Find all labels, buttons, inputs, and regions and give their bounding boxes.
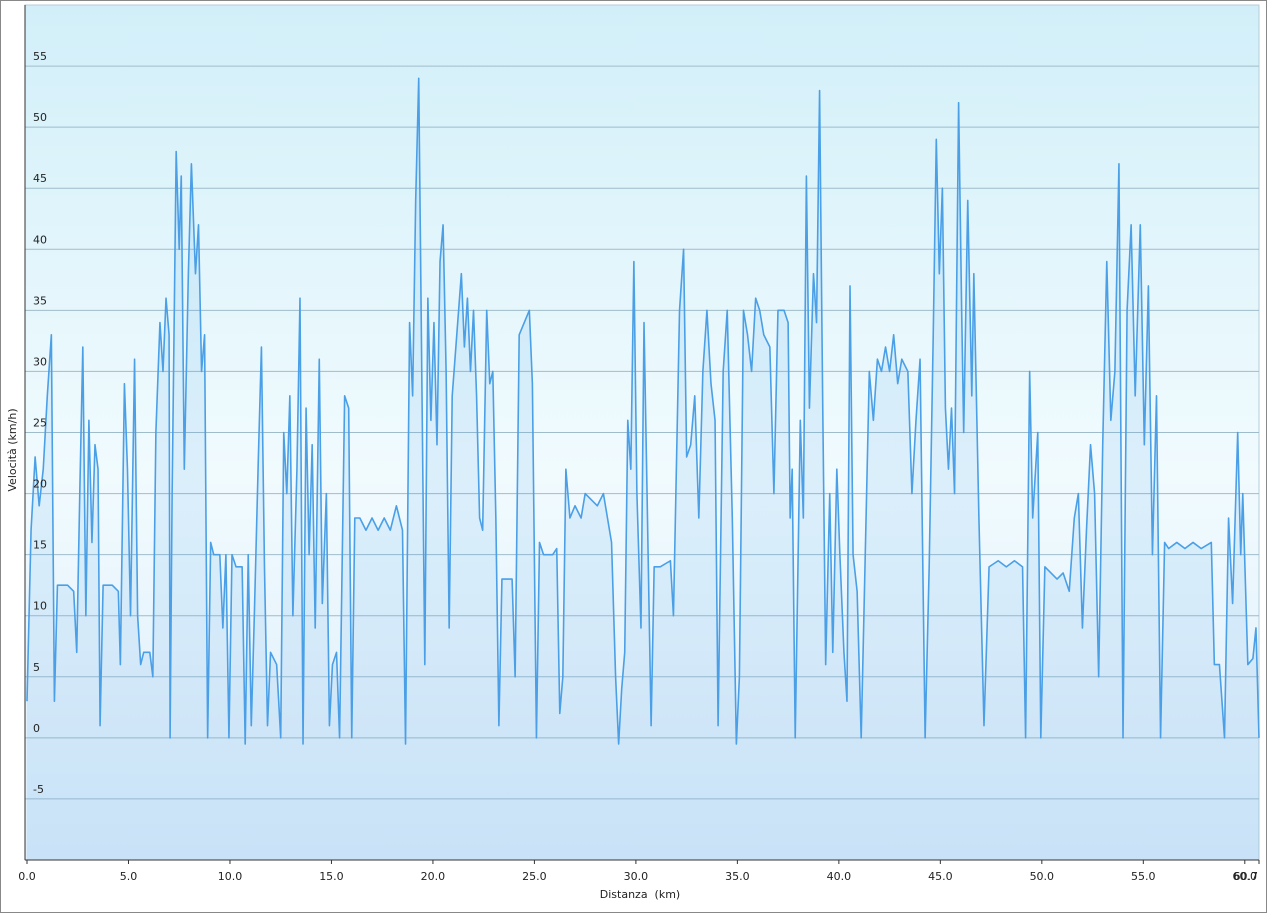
x-axis-title: Distanza (km)	[600, 888, 680, 901]
y-tick-label: 30	[33, 355, 47, 368]
y-tick-label: 40	[33, 233, 47, 246]
y-tick-label: 35	[33, 294, 47, 307]
x-tick-label: 60.0	[1233, 870, 1258, 883]
x-tick-label: 60.7	[1234, 870, 1259, 883]
x-tick-label: 50.0	[1030, 870, 1055, 883]
x-tick-label: 0.0	[18, 870, 36, 883]
y-tick-label: 0	[33, 722, 40, 735]
x-tick-label: 10.0	[218, 870, 243, 883]
x-tick-label: 35.0	[725, 870, 750, 883]
x-tick-label: 25.0	[522, 870, 547, 883]
y-tick-label: -5	[33, 783, 44, 796]
x-tick-label: 5.0	[120, 870, 138, 883]
x-tick-label: 45.0	[928, 870, 953, 883]
y-tick-label: 50	[33, 111, 47, 124]
speed-line	[26, 77, 1260, 745]
y-tick-label: 10	[33, 600, 47, 613]
y-tick-label: 55	[33, 50, 47, 63]
y-tick-label: 45	[33, 172, 47, 185]
x-tick-label: 40.0	[827, 870, 852, 883]
x-tick-label: 55.0	[1131, 870, 1156, 883]
x-tick-label: 15.0	[319, 870, 344, 883]
y-tick-label: 15	[33, 539, 47, 552]
y-tick-label: 20	[33, 478, 47, 491]
y-tick-label: 5	[33, 661, 40, 674]
y-axis-title: Velocità (km/h)	[6, 408, 19, 491]
x-tick-label: 30.0	[624, 870, 649, 883]
x-tick-label: 20.0	[421, 870, 446, 883]
y-tick-label: 25	[33, 417, 47, 430]
